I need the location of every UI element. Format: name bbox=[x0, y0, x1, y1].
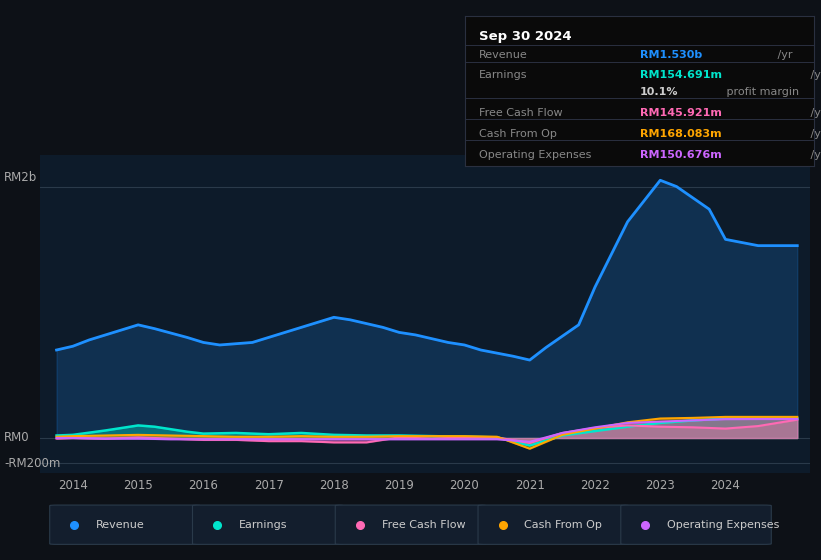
Text: /yr: /yr bbox=[774, 50, 792, 60]
Text: Sep 30 2024: Sep 30 2024 bbox=[479, 30, 571, 43]
Text: Earnings: Earnings bbox=[239, 520, 287, 530]
Text: Earnings: Earnings bbox=[479, 70, 527, 80]
Text: -RM200m: -RM200m bbox=[4, 456, 61, 470]
Text: RM145.921m: RM145.921m bbox=[640, 108, 722, 118]
Text: Operating Expenses: Operating Expenses bbox=[667, 520, 779, 530]
Text: /yr: /yr bbox=[807, 129, 821, 139]
Text: Free Cash Flow: Free Cash Flow bbox=[479, 108, 562, 118]
FancyBboxPatch shape bbox=[335, 505, 486, 544]
Text: RM0: RM0 bbox=[4, 432, 30, 445]
Text: Free Cash Flow: Free Cash Flow bbox=[382, 520, 466, 530]
FancyBboxPatch shape bbox=[50, 505, 200, 544]
Text: /yr: /yr bbox=[807, 108, 821, 118]
Text: RM150.676m: RM150.676m bbox=[640, 150, 722, 160]
Text: Cash From Op: Cash From Op bbox=[479, 129, 557, 139]
Text: Revenue: Revenue bbox=[479, 50, 527, 60]
Text: /yr: /yr bbox=[807, 150, 821, 160]
Text: RM2b: RM2b bbox=[4, 171, 37, 184]
Text: /yr: /yr bbox=[807, 70, 821, 80]
Text: Revenue: Revenue bbox=[96, 520, 144, 530]
Text: RM1.530b: RM1.530b bbox=[640, 50, 702, 60]
Text: RM168.083m: RM168.083m bbox=[640, 129, 721, 139]
FancyBboxPatch shape bbox=[478, 505, 629, 544]
Text: Cash From Op: Cash From Op bbox=[525, 520, 603, 530]
Text: profit margin: profit margin bbox=[723, 87, 800, 97]
FancyBboxPatch shape bbox=[192, 505, 343, 544]
FancyBboxPatch shape bbox=[621, 505, 771, 544]
Text: 10.1%: 10.1% bbox=[640, 87, 678, 97]
Text: Operating Expenses: Operating Expenses bbox=[479, 150, 591, 160]
Text: RM154.691m: RM154.691m bbox=[640, 70, 722, 80]
